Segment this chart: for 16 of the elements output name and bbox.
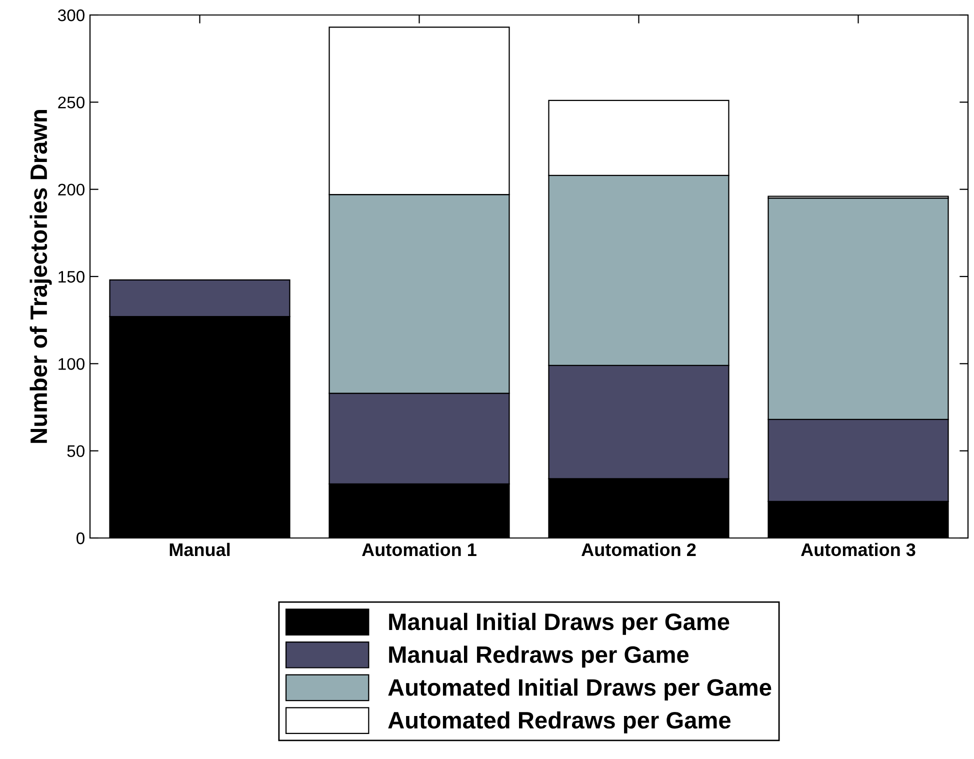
y-tick-label: 100 xyxy=(58,358,84,370)
y-tick-label: 200 xyxy=(58,184,84,196)
y-tick-label: 250 xyxy=(58,96,84,108)
y-axis-title: Number of Trajectories Drawn xyxy=(30,110,52,443)
x-tick-label: Automation 1 xyxy=(362,542,476,556)
legend-label: Automated Initial Draws per Game xyxy=(388,678,772,701)
x-tick-label: Automation 2 xyxy=(582,542,696,556)
x-tick-label: Manual xyxy=(170,542,230,556)
y-tick-label: 150 xyxy=(58,270,84,283)
x-tick-label: Automation 3 xyxy=(801,542,916,556)
y-tick-label: 300 xyxy=(58,9,84,22)
legend-label: Manual Redraws per Game xyxy=(389,646,689,668)
y-tick-label: 50 xyxy=(67,445,84,458)
legend-label: Automated Redraws per Game xyxy=(388,711,731,734)
legend-label: Manual Initial Draws per Game xyxy=(389,612,730,635)
y-tick-label: 0 xyxy=(76,532,84,544)
